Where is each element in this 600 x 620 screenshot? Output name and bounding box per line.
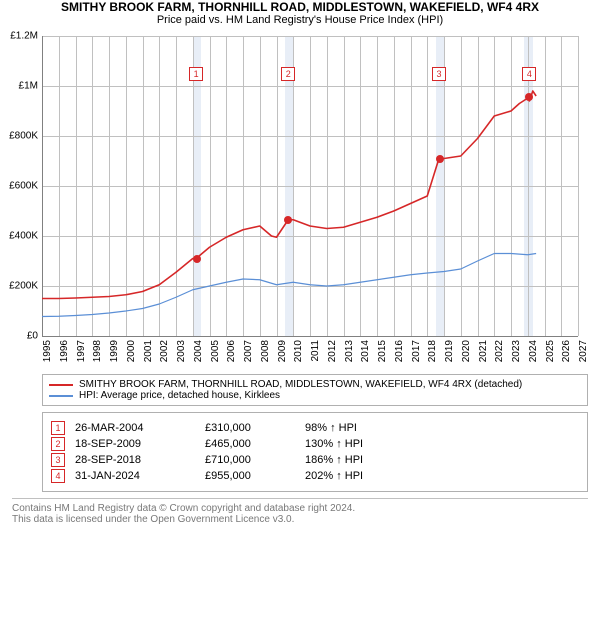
x-axis-label: 2005 bbox=[210, 340, 221, 362]
x-axis-label: 2024 bbox=[528, 340, 539, 362]
x-axis-label: 2027 bbox=[578, 340, 589, 362]
series-hpi bbox=[42, 254, 536, 317]
sale-number: 3 bbox=[51, 453, 65, 467]
chart-subtitle: Price paid vs. HM Land Registry's House … bbox=[0, 14, 600, 26]
sale-rel: 202% ↑ HPI bbox=[305, 470, 395, 482]
x-axis-label: 2017 bbox=[411, 340, 422, 362]
x-axis-label: 2000 bbox=[126, 340, 137, 362]
x-axis-label: 2026 bbox=[561, 340, 572, 362]
legend: SMITHY BROOK FARM, THORNHILL ROAD, MIDDL… bbox=[42, 374, 588, 406]
x-axis-label: 2018 bbox=[427, 340, 438, 362]
marker-4: 4 bbox=[522, 67, 536, 81]
sale-rel: 130% ↑ HPI bbox=[305, 438, 395, 450]
y-axis-label: £0 bbox=[27, 331, 42, 342]
marker-2: 2 bbox=[281, 67, 295, 81]
y-axis-label: £1.2M bbox=[10, 31, 42, 42]
sale-date: 31-JAN-2024 bbox=[75, 470, 195, 482]
x-axis-label: 2023 bbox=[511, 340, 522, 362]
sale-price: £310,000 bbox=[205, 422, 295, 434]
sale-dot bbox=[436, 155, 444, 163]
x-axis-label: 2025 bbox=[545, 340, 556, 362]
x-axis-label: 2001 bbox=[143, 340, 154, 362]
x-axis-label: 2003 bbox=[176, 340, 187, 362]
y-axis-label: £600K bbox=[9, 181, 42, 192]
x-axis-label: 1996 bbox=[59, 340, 70, 362]
sale-rel: 98% ↑ HPI bbox=[305, 422, 395, 434]
x-axis-label: 2013 bbox=[344, 340, 355, 362]
y-axis-label: £800K bbox=[9, 131, 42, 142]
x-axis-label: 2008 bbox=[260, 340, 271, 362]
sale-row: 1 26-MAR-2004 £310,000 98% ↑ HPI bbox=[51, 421, 579, 435]
gridline-v bbox=[578, 36, 579, 336]
y-axis-label: £400K bbox=[9, 231, 42, 242]
sale-dot bbox=[284, 216, 292, 224]
sale-row: 3 28-SEP-2018 £710,000 186% ↑ HPI bbox=[51, 453, 579, 467]
x-axis-label: 1997 bbox=[76, 340, 87, 362]
x-axis-label: 2022 bbox=[494, 340, 505, 362]
x-axis-label: 2016 bbox=[394, 340, 405, 362]
x-axis-label: 2015 bbox=[377, 340, 388, 362]
legend-swatch bbox=[49, 384, 73, 386]
sale-dot bbox=[193, 255, 201, 263]
x-axis-label: 2002 bbox=[159, 340, 170, 362]
sale-number: 1 bbox=[51, 421, 65, 435]
sale-number: 4 bbox=[51, 469, 65, 483]
sale-price: £465,000 bbox=[205, 438, 295, 450]
x-axis-label: 2006 bbox=[226, 340, 237, 362]
marker-3: 3 bbox=[432, 67, 446, 81]
x-axis-label: 2007 bbox=[243, 340, 254, 362]
footer-line-1: Contains HM Land Registry data © Crown c… bbox=[12, 503, 588, 514]
footer-line-2: This data is licensed under the Open Gov… bbox=[12, 514, 588, 525]
x-axis-label: 2012 bbox=[327, 340, 338, 362]
legend-label: HPI: Average price, detached house, Kirk… bbox=[79, 390, 280, 401]
x-axis-label: 2009 bbox=[277, 340, 288, 362]
x-axis-label: 2011 bbox=[310, 340, 321, 362]
x-axis-label: 1998 bbox=[92, 340, 103, 362]
sale-price: £710,000 bbox=[205, 454, 295, 466]
gridline-h bbox=[42, 336, 578, 337]
x-axis-label: 2010 bbox=[293, 340, 304, 362]
legend-label: SMITHY BROOK FARM, THORNHILL ROAD, MIDDL… bbox=[79, 379, 522, 390]
x-axis-label: 1995 bbox=[42, 340, 53, 362]
x-axis-label: 2020 bbox=[461, 340, 472, 362]
sale-rel: 186% ↑ HPI bbox=[305, 454, 395, 466]
legend-swatch bbox=[49, 395, 73, 397]
sale-date: 18-SEP-2009 bbox=[75, 438, 195, 450]
series-svg bbox=[42, 36, 578, 336]
y-axis-label: £1M bbox=[19, 81, 42, 92]
x-axis-label: 1999 bbox=[109, 340, 120, 362]
sale-dot bbox=[525, 93, 533, 101]
sale-number: 2 bbox=[51, 437, 65, 451]
sale-price: £955,000 bbox=[205, 470, 295, 482]
chart-title: SMITHY BROOK FARM, THORNHILL ROAD, MIDDL… bbox=[0, 0, 600, 14]
x-axis-label: 2014 bbox=[360, 340, 371, 362]
sale-row: 4 31-JAN-2024 £955,000 202% ↑ HPI bbox=[51, 469, 579, 483]
x-axis-label: 2019 bbox=[444, 340, 455, 362]
sales-table: 1 26-MAR-2004 £310,000 98% ↑ HPI 2 18-SEP-200… bbox=[42, 412, 588, 492]
legend-row-hpi: HPI: Average price, detached house, Kirk… bbox=[49, 390, 581, 401]
plot-area: £0£200K£400K£600K£800K£1M£1.2M1995199619… bbox=[42, 36, 578, 336]
sale-row: 2 18-SEP-2009 £465,000 130% ↑ HPI bbox=[51, 437, 579, 451]
legend-row-property: SMITHY BROOK FARM, THORNHILL ROAD, MIDDL… bbox=[49, 379, 581, 390]
series-property bbox=[42, 91, 536, 299]
sale-date: 28-SEP-2018 bbox=[75, 454, 195, 466]
footer: Contains HM Land Registry data © Crown c… bbox=[12, 498, 588, 525]
y-axis-label: £200K bbox=[9, 281, 42, 292]
x-axis-label: 2004 bbox=[193, 340, 204, 362]
marker-1: 1 bbox=[189, 67, 203, 81]
sale-date: 26-MAR-2004 bbox=[75, 422, 195, 434]
x-axis-label: 2021 bbox=[478, 340, 489, 362]
